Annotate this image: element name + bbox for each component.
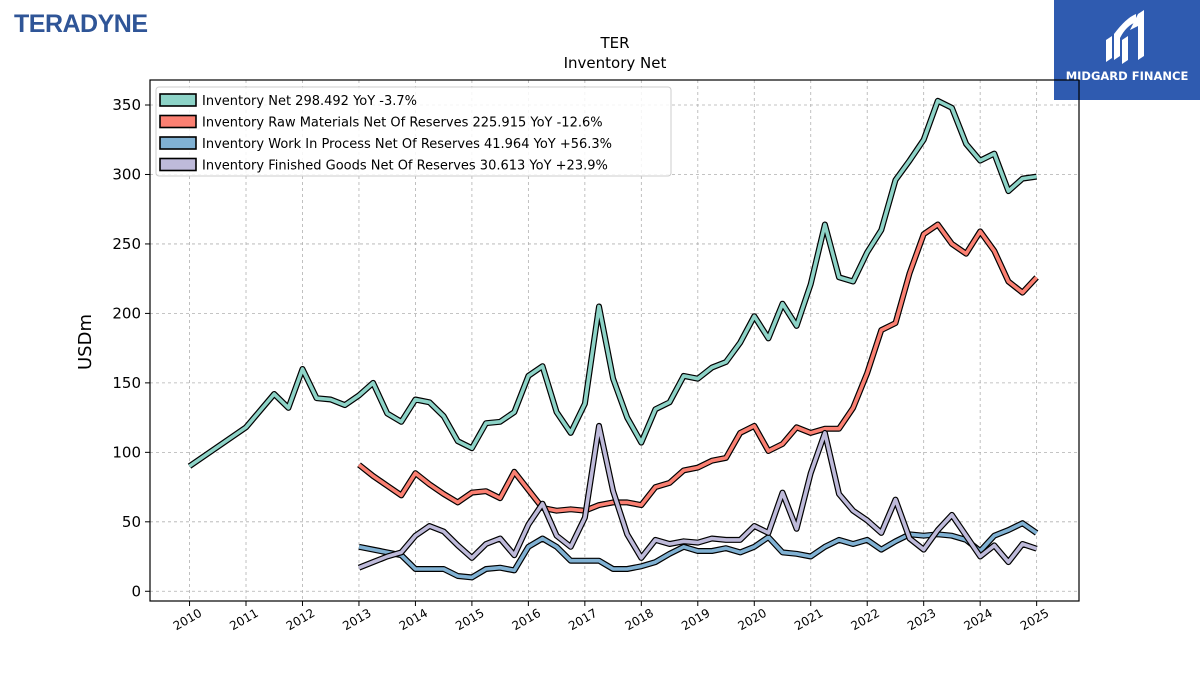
y-tick-label: 300 [112, 165, 141, 183]
x-tick-label: 2021 [792, 606, 825, 633]
y-tick-label: 100 [112, 443, 141, 461]
legend-label: Inventory Work In Process Net Of Reserve… [202, 137, 612, 152]
y-tick-label: 50 [122, 513, 141, 531]
x-tick-label: 2017 [566, 606, 599, 633]
x-tick-label: 2019 [679, 606, 712, 633]
legend-label: Inventory Finished Goods Net Of Reserves… [202, 159, 608, 174]
x-tick-label: 2013 [340, 606, 373, 633]
y-tick-label: 150 [112, 374, 141, 392]
x-tick-label: 2022 [848, 606, 881, 633]
legend-swatch [159, 93, 197, 107]
y-axis-label: USDm [75, 314, 96, 370]
y-tick-label: 250 [112, 235, 141, 253]
series-line [358, 424, 1038, 570]
y-tick-label: 0 [131, 582, 141, 600]
y-tick-label: 200 [112, 304, 141, 322]
series-line [357, 222, 1038, 513]
y-tick-label: 350 [112, 96, 141, 114]
legend-swatch [159, 157, 197, 172]
x-tick-label: 2015 [453, 606, 486, 633]
series-line [358, 521, 1038, 580]
plot-frame [149, 79, 1080, 602]
x-tick-label: 2014 [397, 606, 430, 633]
x-tick-label: 2020 [736, 606, 769, 633]
x-tick-label: 2024 [961, 606, 994, 633]
midgard-finance-badge: MIDGARD FINANCE [1054, 0, 1200, 100]
legend-box [155, 86, 672, 177]
legend-swatch [159, 114, 197, 129]
badge-text: MIDGARD FINANCE [1065, 69, 1189, 83]
x-tick-label: 2025 [1018, 606, 1051, 633]
chart-title: TER [599, 34, 629, 52]
x-tick-label: 2016 [510, 606, 543, 633]
midgard-logo-icon [1106, 10, 1144, 64]
series-lines [187, 97, 1039, 581]
legend-swatch [159, 136, 197, 150]
chart-subtitle: Inventory Net [564, 54, 667, 72]
x-tick-label: 2018 [623, 606, 656, 633]
legend-label: Inventory Raw Materials Net Of Reserves … [202, 116, 603, 131]
x-tick-label: 2011 [227, 606, 260, 633]
legend-label: Inventory Net 298.492 YoY -3.7% [202, 94, 417, 109]
series-line [188, 99, 1037, 468]
x-tick-label: 2023 [905, 606, 938, 633]
x-tick-label: 2012 [284, 606, 317, 633]
legend: Inventory Net 298.492 YoY -3.7% Inventory… [155, 86, 672, 177]
x-tick-label: 2010 [171, 606, 204, 633]
teradyne-logo: TERADYNE [14, 10, 148, 38]
